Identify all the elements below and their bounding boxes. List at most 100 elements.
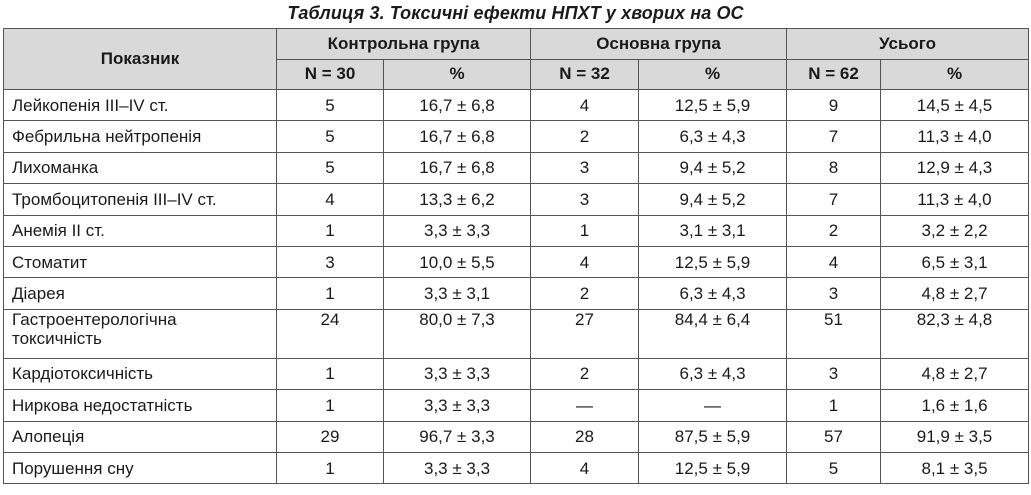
table-row: Лихоманка 5 16,7 ± 6,8 3 9,4 ± 5,2 8 12,9 ± 4,… — [3, 151, 1030, 185]
header-sub-n-total: N = 62 — [786, 58, 882, 90]
row-cell: 8,1 ± 3,5 — [880, 451, 1030, 485]
table-caption: Таблиця 3. Токсичні ефекти НПХТ у хворих… — [287, 3, 744, 23]
row-cell: 87,5 ± 5,9 — [638, 420, 788, 453]
row-label: Тромбоцитопенія III–IV ст. — [3, 183, 277, 216]
row-label: Діарея — [3, 277, 277, 310]
row-cell: 3 — [786, 357, 882, 391]
row-cell: 5 — [786, 451, 882, 485]
row-cell: 1 — [276, 214, 384, 247]
header-sub-pct-control: % — [382, 58, 532, 90]
row-cell: 2 — [530, 120, 640, 153]
row-cell: 2 — [530, 277, 640, 310]
header-sub-n-main: N = 32 — [530, 58, 640, 90]
row-cell: 11,3 ± 4,0 — [880, 183, 1030, 216]
row-label: Лейкопенія III–IV ст. — [3, 88, 277, 122]
row-cell: 7 — [786, 120, 882, 153]
row-cell: 1 — [276, 451, 384, 485]
row-cell: 3,3 ± 3,1 — [382, 277, 532, 310]
row-cell: 11,3 ± 4,0 — [880, 120, 1030, 153]
row-cell: 84,4 ± 6,4 — [638, 308, 788, 359]
row-cell: 9 — [786, 88, 882, 122]
row-cell: 13,3 ± 6,2 — [382, 183, 532, 216]
row-cell: 12,9 ± 4,3 — [880, 151, 1030, 185]
row-cell: 3,3 ± 3,3 — [382, 451, 532, 485]
row-cell: 82,3 ± 4,8 — [880, 308, 1030, 359]
table-row: Гастроентерологічна токсичність 24 80,0 ± … — [3, 308, 1030, 359]
row-cell: 3 — [530, 151, 640, 185]
row-label: Ниркова недостатність — [3, 389, 277, 422]
row-cell: 3,1 ± 3,1 — [638, 214, 788, 247]
row-label: Порушення сну — [3, 451, 277, 485]
table-row: Лейкопенія III–IV ст. 5 16,7 ± 6,8 4 12,5 ± … — [3, 88, 1030, 122]
row-cell: 4 — [786, 245, 882, 279]
row-cell: 12,5 ± 5,9 — [638, 451, 788, 485]
row-cell: 3,2 ± 2,2 — [880, 214, 1030, 247]
row-cell: 3,3 ± 3,3 — [382, 389, 532, 422]
row-label: Лихоманка — [3, 151, 277, 185]
row-cell: 28 — [530, 420, 640, 453]
row-cell: 2 — [530, 357, 640, 391]
table-row: Порушення сну 1 3,3 ± 3,3 4 12,5 ± 5,9 5 8,1 ±… — [3, 451, 1030, 485]
row-cell: 5 — [276, 120, 384, 153]
row-label: Алопеція — [3, 420, 277, 453]
row-cell: 10,0 ± 5,5 — [382, 245, 532, 279]
row-cell: 2 — [786, 214, 882, 247]
row-cell: 1 — [276, 389, 384, 422]
row-label: Гастроентерологічна токсичність — [3, 308, 277, 359]
table-row: Діарея 1 3,3 ± 3,1 2 6,3 ± 4,3 3 4,8 ± 2,7 — [3, 277, 1030, 310]
row-cell: 5 — [276, 151, 384, 185]
header-sub-pct-main: % — [638, 58, 788, 90]
row-cell: 1,6 ± 1,6 — [880, 389, 1030, 422]
table-row: Ниркова недостатність 1 3,3 ± 3,3— —1 1,6 ± … — [3, 389, 1030, 422]
row-cell: 3 — [276, 245, 384, 279]
row-cell: 16,7 ± 6,8 — [382, 151, 532, 185]
table-row: Стоматит 3 10,0 ± 5,5 4 12,5 ± 5,9 4 6,5 ± 3,1 — [3, 245, 1030, 279]
row-cell: 6,3 ± 4,3 — [638, 277, 788, 310]
row-cell: 27 — [530, 308, 640, 359]
row-cell: 96,7 ± 3,3 — [382, 420, 532, 453]
row-cell: 4 — [530, 451, 640, 485]
row-cell: 12,5 ± 5,9 — [638, 245, 788, 279]
row-cell: 91,9 ± 3,5 — [880, 420, 1030, 453]
header-indicator: Показник — [3, 28, 277, 90]
row-cell: 7 — [786, 183, 882, 216]
row-cell: 3,3 ± 3,3 — [382, 214, 532, 247]
row-cell: — — [638, 389, 788, 422]
row-cell: 9,4 ± 5,2 — [638, 151, 788, 185]
table-row: Фебрильна нейтропенія 5 16,7 ± 6,8 2 6,3 ± 4… — [3, 120, 1030, 153]
header-sub-pct-total: % — [880, 58, 1030, 90]
row-cell: — — [530, 389, 640, 422]
row-cell: 1 — [786, 389, 882, 422]
row-label: Кардіотоксичність — [3, 357, 277, 391]
row-cell: 16,7 ± 6,8 — [382, 88, 532, 122]
row-cell: 3 — [786, 277, 882, 310]
row-cell: 5 — [276, 88, 384, 122]
header-total: Усього — [786, 28, 1030, 60]
row-label: Анемія II ст. — [3, 214, 277, 247]
row-cell: 4 — [530, 245, 640, 279]
row-cell: 3,3 ± 3,3 — [382, 357, 532, 391]
header-sub-n-control: N = 30 — [276, 58, 384, 90]
row-cell: 1 — [276, 357, 384, 391]
row-cell: 4 — [276, 183, 384, 216]
row-cell: 3 — [530, 183, 640, 216]
row-cell: 4,8 ± 2,7 — [880, 357, 1030, 391]
row-cell: 1 — [276, 277, 384, 310]
table-row: Кардіотоксичність 1 3,3 ± 3,3 2 6,3 ± 4,3 3 4,… — [3, 357, 1030, 391]
row-cell: 12,5 ± 5,9 — [638, 88, 788, 122]
row-label: Фебрильна нейтропенія — [3, 120, 277, 153]
row-label: Стоматит — [3, 245, 277, 279]
row-cell: 29 — [276, 420, 384, 453]
row-cell: 6,5 ± 3,1 — [880, 245, 1030, 279]
header-main-group: Основна група — [530, 28, 788, 60]
row-cell: 6,3 ± 4,3 — [638, 357, 788, 391]
toxicity-table: Показник Контрольна група Основна група … — [3, 28, 1030, 485]
table-row: Анемія II ст. 1 3,3 ± 3,3 1 3,1 ± 3,1 2 3,2 ± … — [3, 214, 1030, 247]
row-cell: 1 — [530, 214, 640, 247]
row-cell: 8 — [786, 151, 882, 185]
row-cell: 4,8 ± 2,7 — [880, 277, 1030, 310]
row-cell: 4 — [530, 88, 640, 122]
header-control-group: Контрольна група — [275, 28, 532, 60]
row-cell: 24 — [276, 308, 384, 359]
row-cell: 80,0 ± 7,3 — [382, 308, 532, 359]
